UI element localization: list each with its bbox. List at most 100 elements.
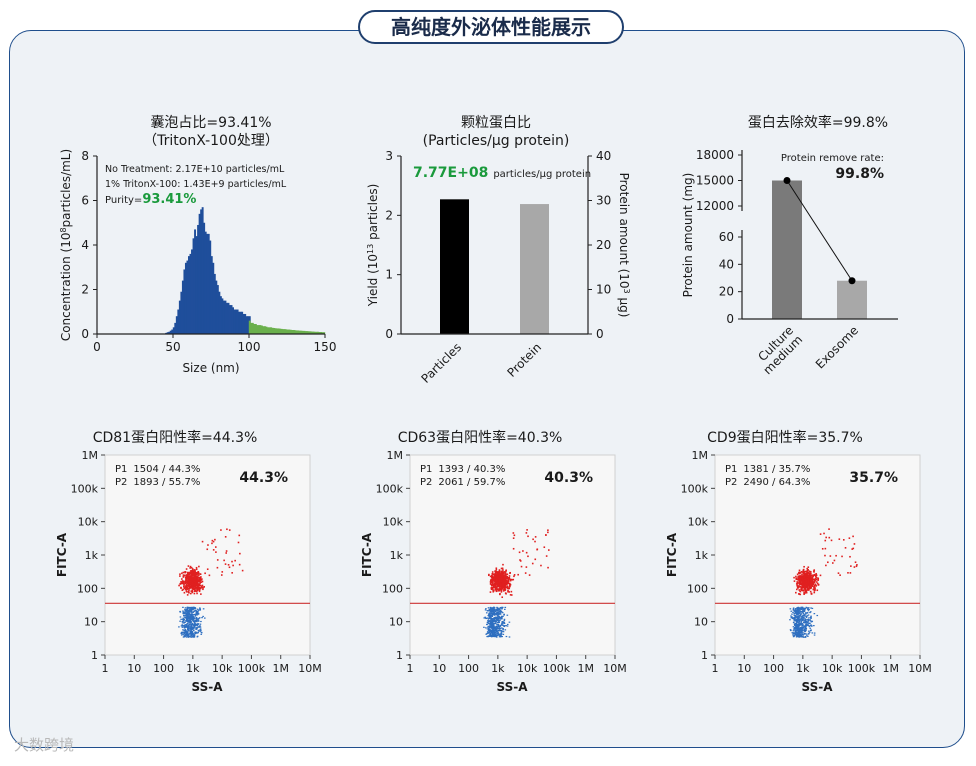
vesicle-bar [224,300,227,334]
p2-event [801,630,803,632]
p2-event [494,634,497,637]
p2-event [804,612,807,614]
p2-event [797,633,800,635]
p1-event [211,542,213,545]
p2-event [187,625,190,628]
p2-event [189,635,191,638]
p1-event [227,564,230,566]
p1-event [181,589,184,591]
p1-event [186,594,189,596]
p2-event [502,627,504,630]
p1-event [507,576,510,579]
p1-event [495,573,498,576]
p2-event [199,629,201,631]
p2-event [183,634,185,636]
p2-event [490,629,493,631]
p2-event [182,629,184,631]
p2-event [807,635,809,637]
p2-event [488,614,490,616]
p1-event [496,584,499,587]
p1-event [181,582,184,585]
remaining-bar [309,331,312,334]
right-axis-label: Protein amount (103 μg) [617,173,631,318]
p1-event [503,584,506,587]
p1-event [504,581,507,584]
p1-event [188,585,191,587]
p1-event [547,566,549,569]
p2-population [789,606,819,638]
p2-event [495,630,498,632]
p2-event [799,624,802,626]
p2-event [805,629,807,631]
p2-event [487,625,490,627]
p1-event [508,576,511,579]
p2-event [186,622,189,625]
p2-event [492,613,494,615]
p1-event [191,581,194,584]
p1-event [198,584,200,586]
p1-event [797,575,800,578]
p2-event [800,635,802,637]
p2-event [803,632,806,634]
p1-event [194,576,196,579]
p1-event [830,539,833,542]
p1-event [500,572,503,574]
p1-event [806,583,809,586]
p2-event [202,615,204,618]
p1-event [500,573,503,576]
p2-event [493,609,495,612]
remaining-bar [314,331,317,334]
p2-event [187,629,189,631]
label-superscript: 13 [366,244,375,254]
p1-event [506,579,508,582]
p2-event [491,620,493,622]
p2-event [190,620,192,623]
p1-event [189,565,192,568]
p1-event [805,581,807,583]
p1-event [799,575,802,578]
p1-event [505,581,508,583]
p1-event [816,589,819,592]
p1-event [509,571,511,574]
p1-event [193,583,195,586]
p1-event [212,549,215,551]
p1-event [815,576,818,579]
p1-event [492,576,495,578]
p2-event [497,623,500,626]
vesicle-bar [195,236,198,334]
p2-event [189,632,192,635]
p1-event [193,590,196,593]
p2-event [188,607,190,609]
p2-event [800,611,803,613]
p2-event [491,607,493,610]
chart-title: CD63蛋白阳性率=40.3% [398,429,563,446]
remaining-bar [267,327,269,334]
cd63-flow-cytometry-chart: CD63蛋白阳性率=40.3% 1 10 100 1k 10k 100k 1M 1 10 100 1k… [345,425,645,700]
p2-event [799,618,802,620]
remaining-bar [265,326,268,334]
p2-event [793,617,796,619]
p1-event [856,564,858,566]
p1-event [825,564,827,567]
p1-event [502,569,504,571]
p2-event [187,610,190,612]
p1-event [500,567,503,570]
vesicle-bar [188,256,190,334]
y-tick-label: 6 [81,194,89,208]
p2-event [181,625,184,627]
p2-event [488,613,491,615]
p1-event [495,579,498,581]
p1-event [815,585,818,587]
x-tick-label: 1k [796,662,810,675]
p2-event [489,617,492,619]
p1-event [496,577,498,580]
p1-event [798,569,801,572]
vesicle-bar [215,280,218,334]
p1-event [806,580,809,583]
p2-event [501,616,503,618]
p2-event [797,608,800,610]
p1-event [853,566,856,568]
p2-event [799,610,802,612]
p1-event [806,581,809,584]
